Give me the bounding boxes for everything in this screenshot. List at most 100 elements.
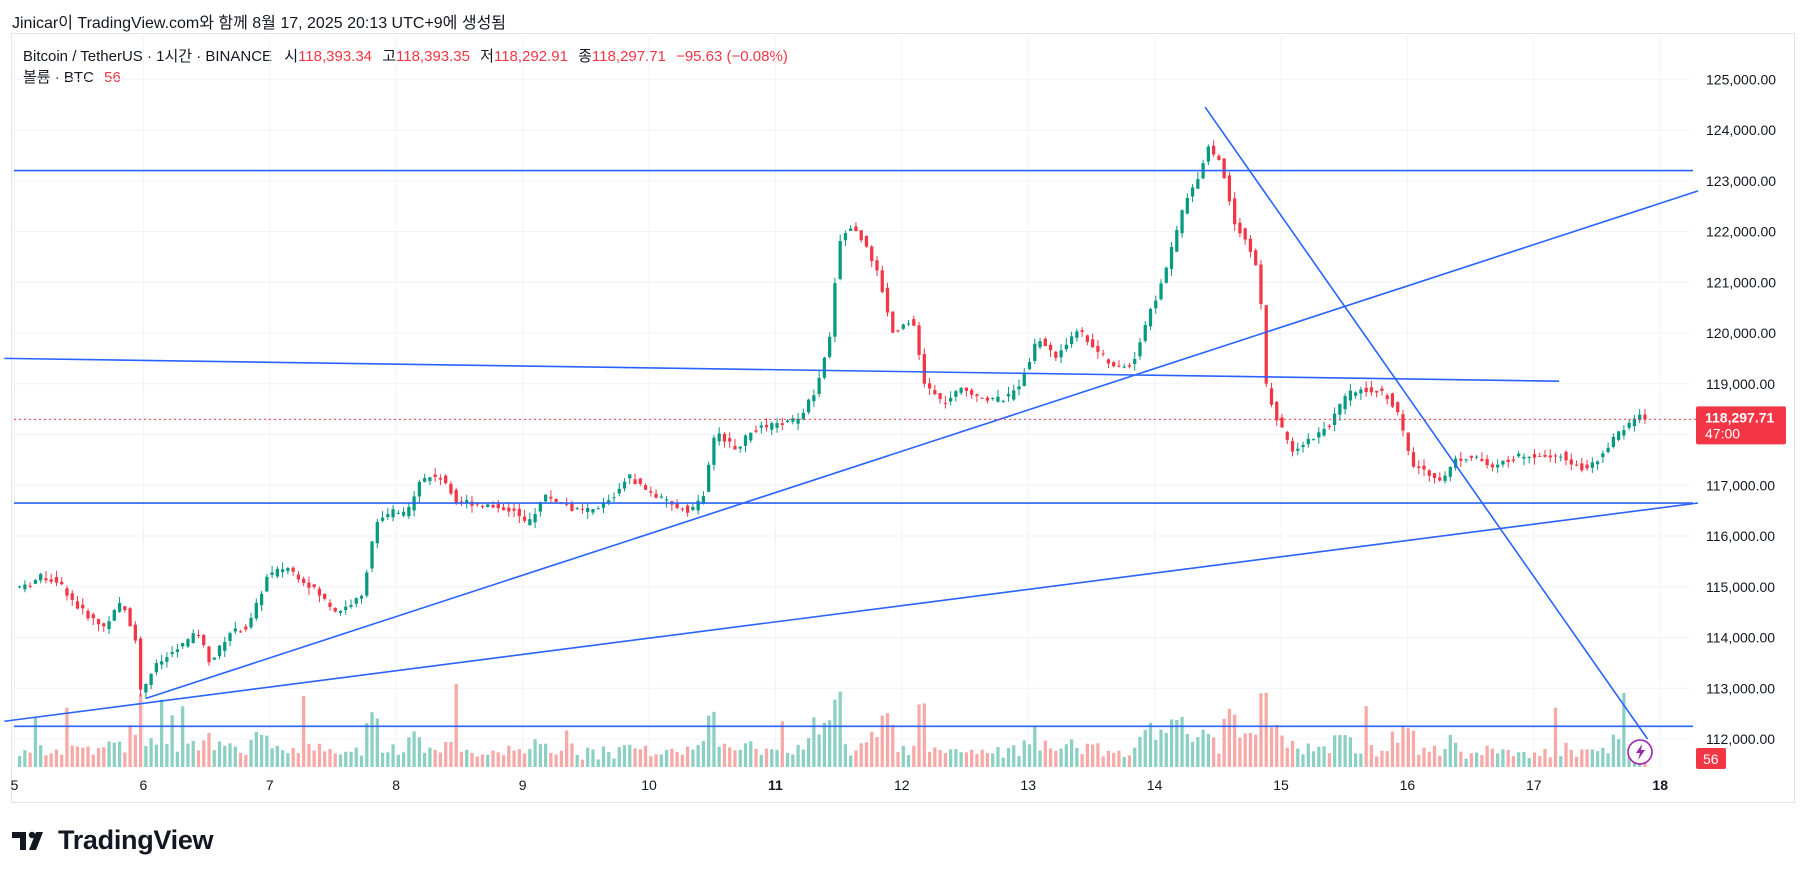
candle	[1527, 455, 1531, 464]
candle-body	[1254, 250, 1258, 266]
candle	[728, 432, 732, 448]
candle-body	[401, 511, 406, 516]
candle	[696, 494, 700, 515]
candle	[1243, 227, 1247, 245]
volume-bar	[901, 746, 905, 767]
volume-bar	[1206, 733, 1210, 767]
symbol-name[interactable]: Bitcoin / TetherUS · 1시간 · BINANCE	[23, 48, 273, 65]
volume-bar	[1511, 756, 1516, 767]
volume-bar	[1106, 750, 1111, 767]
volume-bar	[649, 756, 653, 767]
volume-bar	[254, 731, 258, 767]
volume-bar	[849, 755, 853, 767]
candle	[149, 673, 153, 690]
volume-bar	[1143, 729, 1147, 767]
candle	[922, 348, 926, 388]
volume-bar	[1122, 756, 1126, 767]
candle-body	[743, 435, 748, 446]
volume-bar	[1522, 751, 1526, 767]
volume-bar	[1233, 714, 1237, 767]
volume-bar	[1401, 725, 1405, 767]
candle	[1233, 191, 1237, 232]
y-tick-label: 120,000.00	[1706, 325, 1776, 341]
candle-body	[144, 683, 148, 693]
candle	[191, 629, 195, 644]
volume-bar	[354, 747, 358, 767]
x-tick-label: 10	[641, 777, 657, 793]
candle-body	[612, 497, 616, 499]
candle-body	[33, 580, 38, 584]
x-tick-label: 16	[1400, 777, 1416, 793]
volume-bar	[1390, 731, 1395, 767]
volume-bar	[1464, 758, 1468, 767]
candle	[764, 418, 769, 432]
volume-bar	[270, 748, 274, 767]
candle-body	[1017, 386, 1021, 390]
candle	[70, 590, 74, 606]
candle-body	[165, 657, 169, 662]
volume-bar	[138, 693, 143, 767]
candle-body	[543, 494, 548, 502]
volume-bar	[1222, 718, 1226, 767]
candle	[1501, 460, 1505, 468]
chart-frame	[11, 33, 1795, 803]
volume-bar	[1301, 754, 1305, 767]
candle	[449, 481, 453, 496]
volume-bar	[65, 707, 69, 767]
candle-body	[696, 500, 700, 511]
candle-body	[1306, 438, 1310, 445]
candle-body	[943, 402, 947, 404]
volume-bar	[1269, 727, 1274, 767]
candle-body	[596, 508, 600, 510]
volume-bar	[1406, 728, 1410, 767]
tradingview-logo[interactable]: TradingView	[12, 825, 214, 856]
candle	[864, 235, 869, 248]
candle-body	[49, 579, 53, 582]
volume-bar	[338, 754, 343, 767]
volume-bar	[533, 739, 537, 767]
candle	[144, 683, 148, 699]
volume-bar	[738, 749, 742, 767]
candle	[1222, 158, 1226, 179]
candle-body	[664, 499, 669, 501]
candle-body	[522, 516, 527, 521]
volume-bar	[496, 752, 500, 767]
volume-bar	[1290, 740, 1295, 767]
volume-bar	[112, 742, 116, 767]
candle	[1148, 308, 1153, 331]
candle	[601, 497, 606, 514]
volume-value: 56	[104, 69, 121, 86]
candle	[985, 395, 990, 404]
candle-body	[386, 514, 390, 517]
volume-bar	[938, 750, 942, 767]
candle	[1359, 386, 1363, 401]
y-tick-label: 117,000.00	[1706, 477, 1775, 493]
candle	[1448, 466, 1452, 482]
candle-body	[338, 610, 343, 614]
candle	[1617, 430, 1621, 442]
candle	[1490, 461, 1495, 472]
volume-bar	[764, 748, 769, 767]
alert-bolt-icon[interactable]	[1627, 739, 1653, 765]
candle	[1069, 331, 1074, 348]
volume-label[interactable]: 볼륨 · BTC	[23, 69, 94, 86]
candle-body	[54, 577, 59, 583]
volume-bar	[186, 743, 190, 767]
volume-bar	[1075, 747, 1079, 767]
candle-body	[1148, 308, 1153, 327]
candle	[575, 506, 579, 510]
volume-bar	[1595, 751, 1600, 767]
volume-bar	[1306, 743, 1310, 767]
candle-body	[1474, 456, 1479, 458]
volume-bar	[391, 744, 395, 767]
candle	[1106, 358, 1111, 369]
volume-bar	[54, 749, 59, 767]
candle	[317, 586, 322, 603]
volume-bar	[522, 753, 527, 767]
volume-bar	[1101, 756, 1105, 767]
low-value: 118,292.91	[493, 48, 568, 65]
volume-bar	[1385, 751, 1389, 767]
candle-body	[1154, 300, 1158, 309]
volume-bar	[280, 750, 285, 767]
